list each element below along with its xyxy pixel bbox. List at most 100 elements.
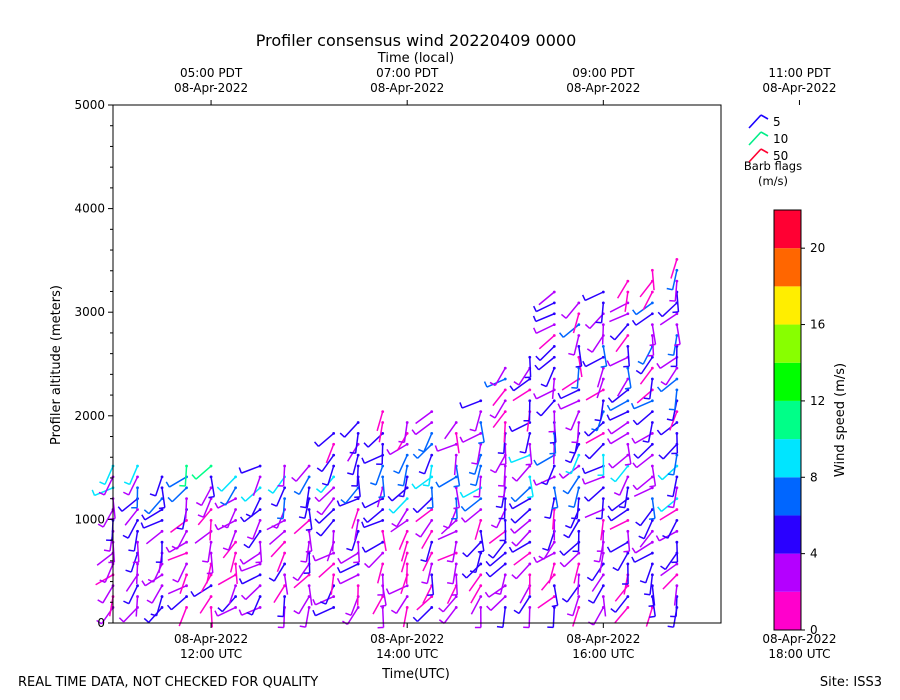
wind-barb-feather <box>312 555 316 562</box>
wind-barb <box>627 346 630 367</box>
wind-barb <box>103 476 114 496</box>
wind-barb <box>128 476 139 496</box>
wind-barb-feather <box>299 625 306 628</box>
wind-barb-point <box>307 486 311 490</box>
wind-barb-point <box>209 464 213 468</box>
wind-barb-point <box>577 410 581 414</box>
wind-barb-point <box>528 388 532 392</box>
wind-barb <box>168 476 187 488</box>
wind-barb <box>416 606 433 623</box>
wind-barb <box>647 422 654 443</box>
wind-barb-point <box>552 323 556 327</box>
wind-barb-feather <box>587 599 594 604</box>
wind-barb-feather <box>411 483 417 490</box>
wind-barb-feather <box>270 503 277 507</box>
wind-barb <box>305 487 310 508</box>
wind-barb-point <box>160 595 164 598</box>
wind-barb-feather <box>606 546 612 553</box>
wind-barb <box>651 498 656 519</box>
wind-barb-point <box>283 529 287 533</box>
wind-barb-point <box>552 584 556 588</box>
wind-barb <box>659 356 678 369</box>
wind-barb-feather <box>238 609 243 616</box>
wind-barb <box>293 519 310 535</box>
legend-barb-flag <box>760 148 769 154</box>
wind-barb-point <box>479 432 483 435</box>
colorbar-tick-label: 12 <box>810 394 825 408</box>
wind-barb <box>673 455 678 476</box>
wind-barb <box>243 552 261 565</box>
wind-barb <box>167 552 187 561</box>
wind-barb-feather <box>649 615 656 618</box>
wind-barb-feather <box>568 352 575 356</box>
wind-barb <box>612 454 629 469</box>
wind-barb-point <box>258 508 262 511</box>
wind-barb-point <box>650 606 654 609</box>
wind-barb <box>209 520 212 541</box>
wind-barb <box>252 520 261 540</box>
wind-barb-feather <box>420 559 427 563</box>
wind-barb <box>546 465 555 485</box>
wind-barb <box>167 585 187 595</box>
wind-barb-feather <box>649 485 656 488</box>
wind-barb <box>637 443 653 459</box>
colorbar-bin <box>774 324 801 363</box>
wind-barb <box>461 400 482 409</box>
wind-barb <box>423 454 433 475</box>
wind-barb-point <box>650 540 654 544</box>
wind-barb-point <box>283 497 287 501</box>
wind-barb <box>283 574 289 595</box>
wind-barb <box>364 454 383 465</box>
wind-barb <box>127 520 139 539</box>
colorbar-tick-label: 4 <box>810 547 818 561</box>
wind-barb-point <box>528 595 532 598</box>
wind-barb-feather <box>624 387 631 390</box>
wind-barb-point <box>650 464 654 468</box>
wind-barb-feather <box>267 489 274 494</box>
wind-barb <box>340 552 359 564</box>
wind-barb-feather <box>312 599 317 606</box>
wind-barb-feather <box>657 311 663 318</box>
wind-barb <box>144 508 163 521</box>
wind-barb-feather <box>336 577 341 584</box>
wind-barb-feather <box>312 609 317 616</box>
wind-barb-feather <box>118 617 125 623</box>
wind-barb-point <box>356 421 360 424</box>
legend-barb-flag <box>760 131 769 137</box>
wind-barb <box>346 607 359 625</box>
wind-barb-point <box>601 432 605 435</box>
wind-barb-point <box>577 312 581 316</box>
wind-barb-point <box>209 606 213 609</box>
wind-barb <box>539 345 555 361</box>
wind-barb-point <box>454 606 458 609</box>
wind-barb-feather <box>644 593 651 596</box>
wind-barb <box>643 520 654 539</box>
wind-barb-point <box>258 573 262 577</box>
legend-barb-icon <box>748 148 762 163</box>
wind-barb-point <box>160 584 164 588</box>
wind-barb-point <box>626 279 630 283</box>
wind-barb <box>177 563 188 583</box>
wind-barb-point <box>552 312 556 316</box>
wind-barb <box>518 367 531 386</box>
wind-barb-point <box>650 377 654 381</box>
wind-barb <box>372 596 384 615</box>
wind-barb-feather <box>593 560 600 563</box>
wind-barb-feather <box>551 604 558 608</box>
wind-barb <box>512 541 531 553</box>
wind-barb-point <box>356 453 360 457</box>
wind-barb-point <box>454 421 458 424</box>
wind-barb <box>135 596 139 617</box>
wind-barb-point <box>332 606 336 609</box>
legend-entry: 5 <box>748 114 781 129</box>
wind-barb-feather <box>581 478 586 485</box>
wind-barb-point <box>136 529 139 533</box>
wind-barb-feather <box>544 516 551 520</box>
wind-barb-point <box>675 334 679 337</box>
wind-barb <box>351 531 359 551</box>
wind-barb-point <box>650 573 654 577</box>
x-tick-date: 08-Apr-2022 <box>174 632 248 646</box>
wind-barb-feather <box>238 467 243 474</box>
wind-barb <box>584 476 604 485</box>
wind-barb <box>273 563 286 582</box>
